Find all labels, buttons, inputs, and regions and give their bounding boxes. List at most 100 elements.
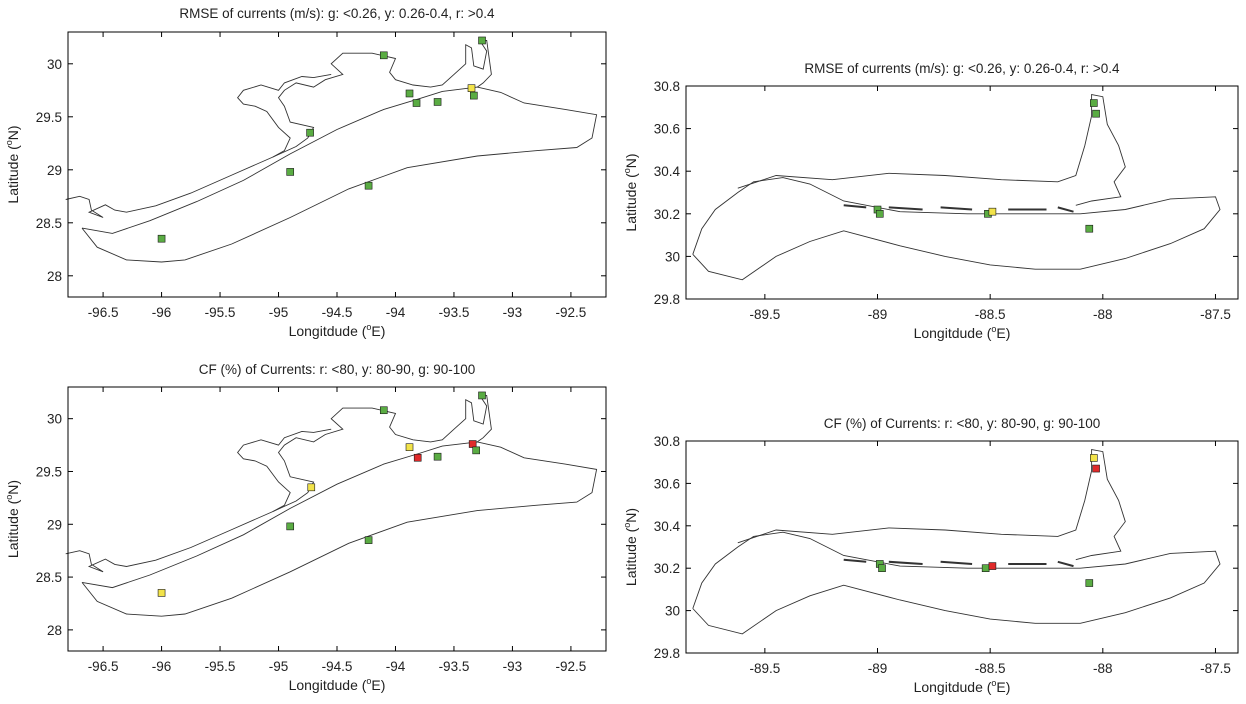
station-marker bbox=[433, 452, 442, 461]
x-tick-label: -95.5 bbox=[205, 659, 236, 674]
y-axis-label: Latitude (oN) bbox=[4, 125, 21, 203]
station-marker bbox=[364, 181, 373, 190]
station-marker bbox=[468, 440, 477, 448]
coastline bbox=[843, 204, 867, 209]
y-tick-label: 29.8 bbox=[654, 292, 680, 307]
y-tick-label: 30 bbox=[665, 604, 680, 619]
station-marker bbox=[405, 443, 414, 451]
station-marker bbox=[981, 564, 990, 573]
x-tick-label: -87.5 bbox=[1200, 307, 1231, 322]
y-axis-label: Latitude (oN) bbox=[622, 153, 639, 231]
x-tick-label: -88 bbox=[1093, 307, 1113, 322]
y-tick-label: 29.5 bbox=[36, 464, 62, 479]
x-axis-label: Longitdude (oE) bbox=[914, 678, 1011, 695]
station-marker bbox=[1092, 464, 1100, 473]
axes-frame bbox=[67, 31, 607, 298]
x-tick-label: -96 bbox=[152, 305, 172, 320]
coastline bbox=[940, 560, 973, 565]
x-tick-label: -88.5 bbox=[975, 661, 1006, 676]
x-tick-label: -95 bbox=[269, 659, 289, 674]
y-tick-label: 30.2 bbox=[654, 207, 680, 222]
y-tick-label: 29 bbox=[47, 163, 62, 178]
station-marker bbox=[988, 207, 997, 216]
coastline bbox=[940, 206, 973, 211]
x-tick-label: -96.5 bbox=[88, 305, 119, 320]
station-marker bbox=[878, 564, 886, 573]
y-tick-label: 30 bbox=[47, 57, 62, 72]
chart-panel-bottom-right: CF (%) of Currents: r: <80, y: 80-90, g:… bbox=[622, 416, 1239, 695]
y-tick-label: 30.8 bbox=[654, 79, 680, 94]
chart-title: RMSE of currents (m/s): g: <0.26, y: 0.2… bbox=[179, 6, 495, 21]
x-tick-label: -89 bbox=[868, 661, 888, 676]
x-tick-label: -93.5 bbox=[439, 659, 470, 674]
axes-frame bbox=[67, 386, 607, 652]
model-domain-outline bbox=[81, 441, 598, 617]
station-marker bbox=[379, 51, 388, 60]
station-marker bbox=[306, 128, 314, 137]
y-tick-label: 30.4 bbox=[654, 519, 681, 534]
y-tick-label: 30 bbox=[665, 249, 680, 264]
y-tick-label: 30.4 bbox=[654, 164, 681, 179]
y-tick-label: 29 bbox=[47, 517, 62, 532]
coastline bbox=[737, 448, 1126, 561]
x-tick-label: -94 bbox=[386, 659, 406, 674]
chart-panel-top-left: RMSE of currents (m/s): g: <0.26, y: 0.2… bbox=[4, 6, 607, 339]
station-marker bbox=[1092, 109, 1100, 118]
model-domain-outline bbox=[692, 177, 1221, 281]
x-axis-label: Longitdude (oE) bbox=[289, 322, 386, 339]
y-tick-label: 30.6 bbox=[654, 476, 680, 491]
station-marker bbox=[157, 589, 166, 597]
coastline bbox=[65, 40, 492, 218]
coastline bbox=[237, 73, 332, 158]
y-tick-label: 28.5 bbox=[36, 216, 62, 231]
coastline bbox=[888, 560, 923, 565]
y-tick-label: 28.5 bbox=[36, 570, 62, 585]
station-marker bbox=[478, 36, 486, 45]
station-marker bbox=[307, 483, 316, 492]
coastline bbox=[737, 93, 1126, 206]
x-tick-label: -94.5 bbox=[322, 305, 353, 320]
model-domain-outline bbox=[692, 531, 1221, 635]
x-tick-label: -92.5 bbox=[556, 659, 587, 674]
axes-frame bbox=[685, 85, 1239, 300]
chart-title: RMSE of currents (m/s): g: <0.26, y: 0.2… bbox=[804, 61, 1120, 76]
y-tick-label: 30.6 bbox=[654, 122, 680, 137]
station-marker bbox=[470, 91, 478, 100]
chart-title: CF (%) of Currents: r: <80, y: 80-90, g:… bbox=[199, 362, 476, 377]
x-tick-label: -89.5 bbox=[749, 661, 780, 676]
x-tick-label: -87.5 bbox=[1200, 661, 1231, 676]
chart-panel-top-right: RMSE of currents (m/s): g: <0.26, y: 0.2… bbox=[622, 61, 1239, 341]
y-axis-label: Latitude (oN) bbox=[622, 508, 639, 586]
axes-frame bbox=[685, 440, 1239, 654]
model-domain-outline bbox=[81, 86, 598, 263]
y-tick-label: 30.2 bbox=[654, 561, 680, 576]
x-tick-label: -96.5 bbox=[88, 659, 119, 674]
y-tick-label: 28 bbox=[47, 269, 62, 284]
y-tick-label: 29.5 bbox=[36, 110, 62, 125]
coastline bbox=[1057, 206, 1074, 213]
x-axis-label: Longitdude (oE) bbox=[914, 324, 1011, 341]
station-marker bbox=[286, 522, 295, 531]
station-marker bbox=[405, 89, 414, 98]
station-marker bbox=[413, 453, 422, 462]
coastline bbox=[843, 558, 867, 563]
chart-panel-bottom-left: CF (%) of Currents: r: <80, y: 80-90, g:… bbox=[4, 362, 607, 693]
x-tick-label: -89.5 bbox=[749, 307, 780, 322]
station-marker bbox=[412, 99, 421, 107]
x-tick-label: -88 bbox=[1093, 661, 1113, 676]
station-marker bbox=[1085, 224, 1094, 233]
y-tick-label: 30.8 bbox=[654, 434, 680, 449]
x-tick-label: -88.5 bbox=[975, 307, 1006, 322]
station-marker bbox=[1085, 579, 1094, 587]
station-marker bbox=[988, 562, 997, 570]
x-tick-label: -94.5 bbox=[322, 659, 353, 674]
x-tick-label: -95.5 bbox=[205, 305, 236, 320]
coastline bbox=[237, 428, 332, 512]
y-axis-label: Latitude (oN) bbox=[4, 480, 21, 558]
x-tick-label: -89 bbox=[868, 307, 888, 322]
station-marker bbox=[875, 210, 884, 218]
chart-title: CF (%) of Currents: r: <80, y: 80-90, g:… bbox=[824, 416, 1101, 431]
x-tick-label: -96 bbox=[152, 659, 172, 674]
station-marker bbox=[364, 536, 373, 544]
